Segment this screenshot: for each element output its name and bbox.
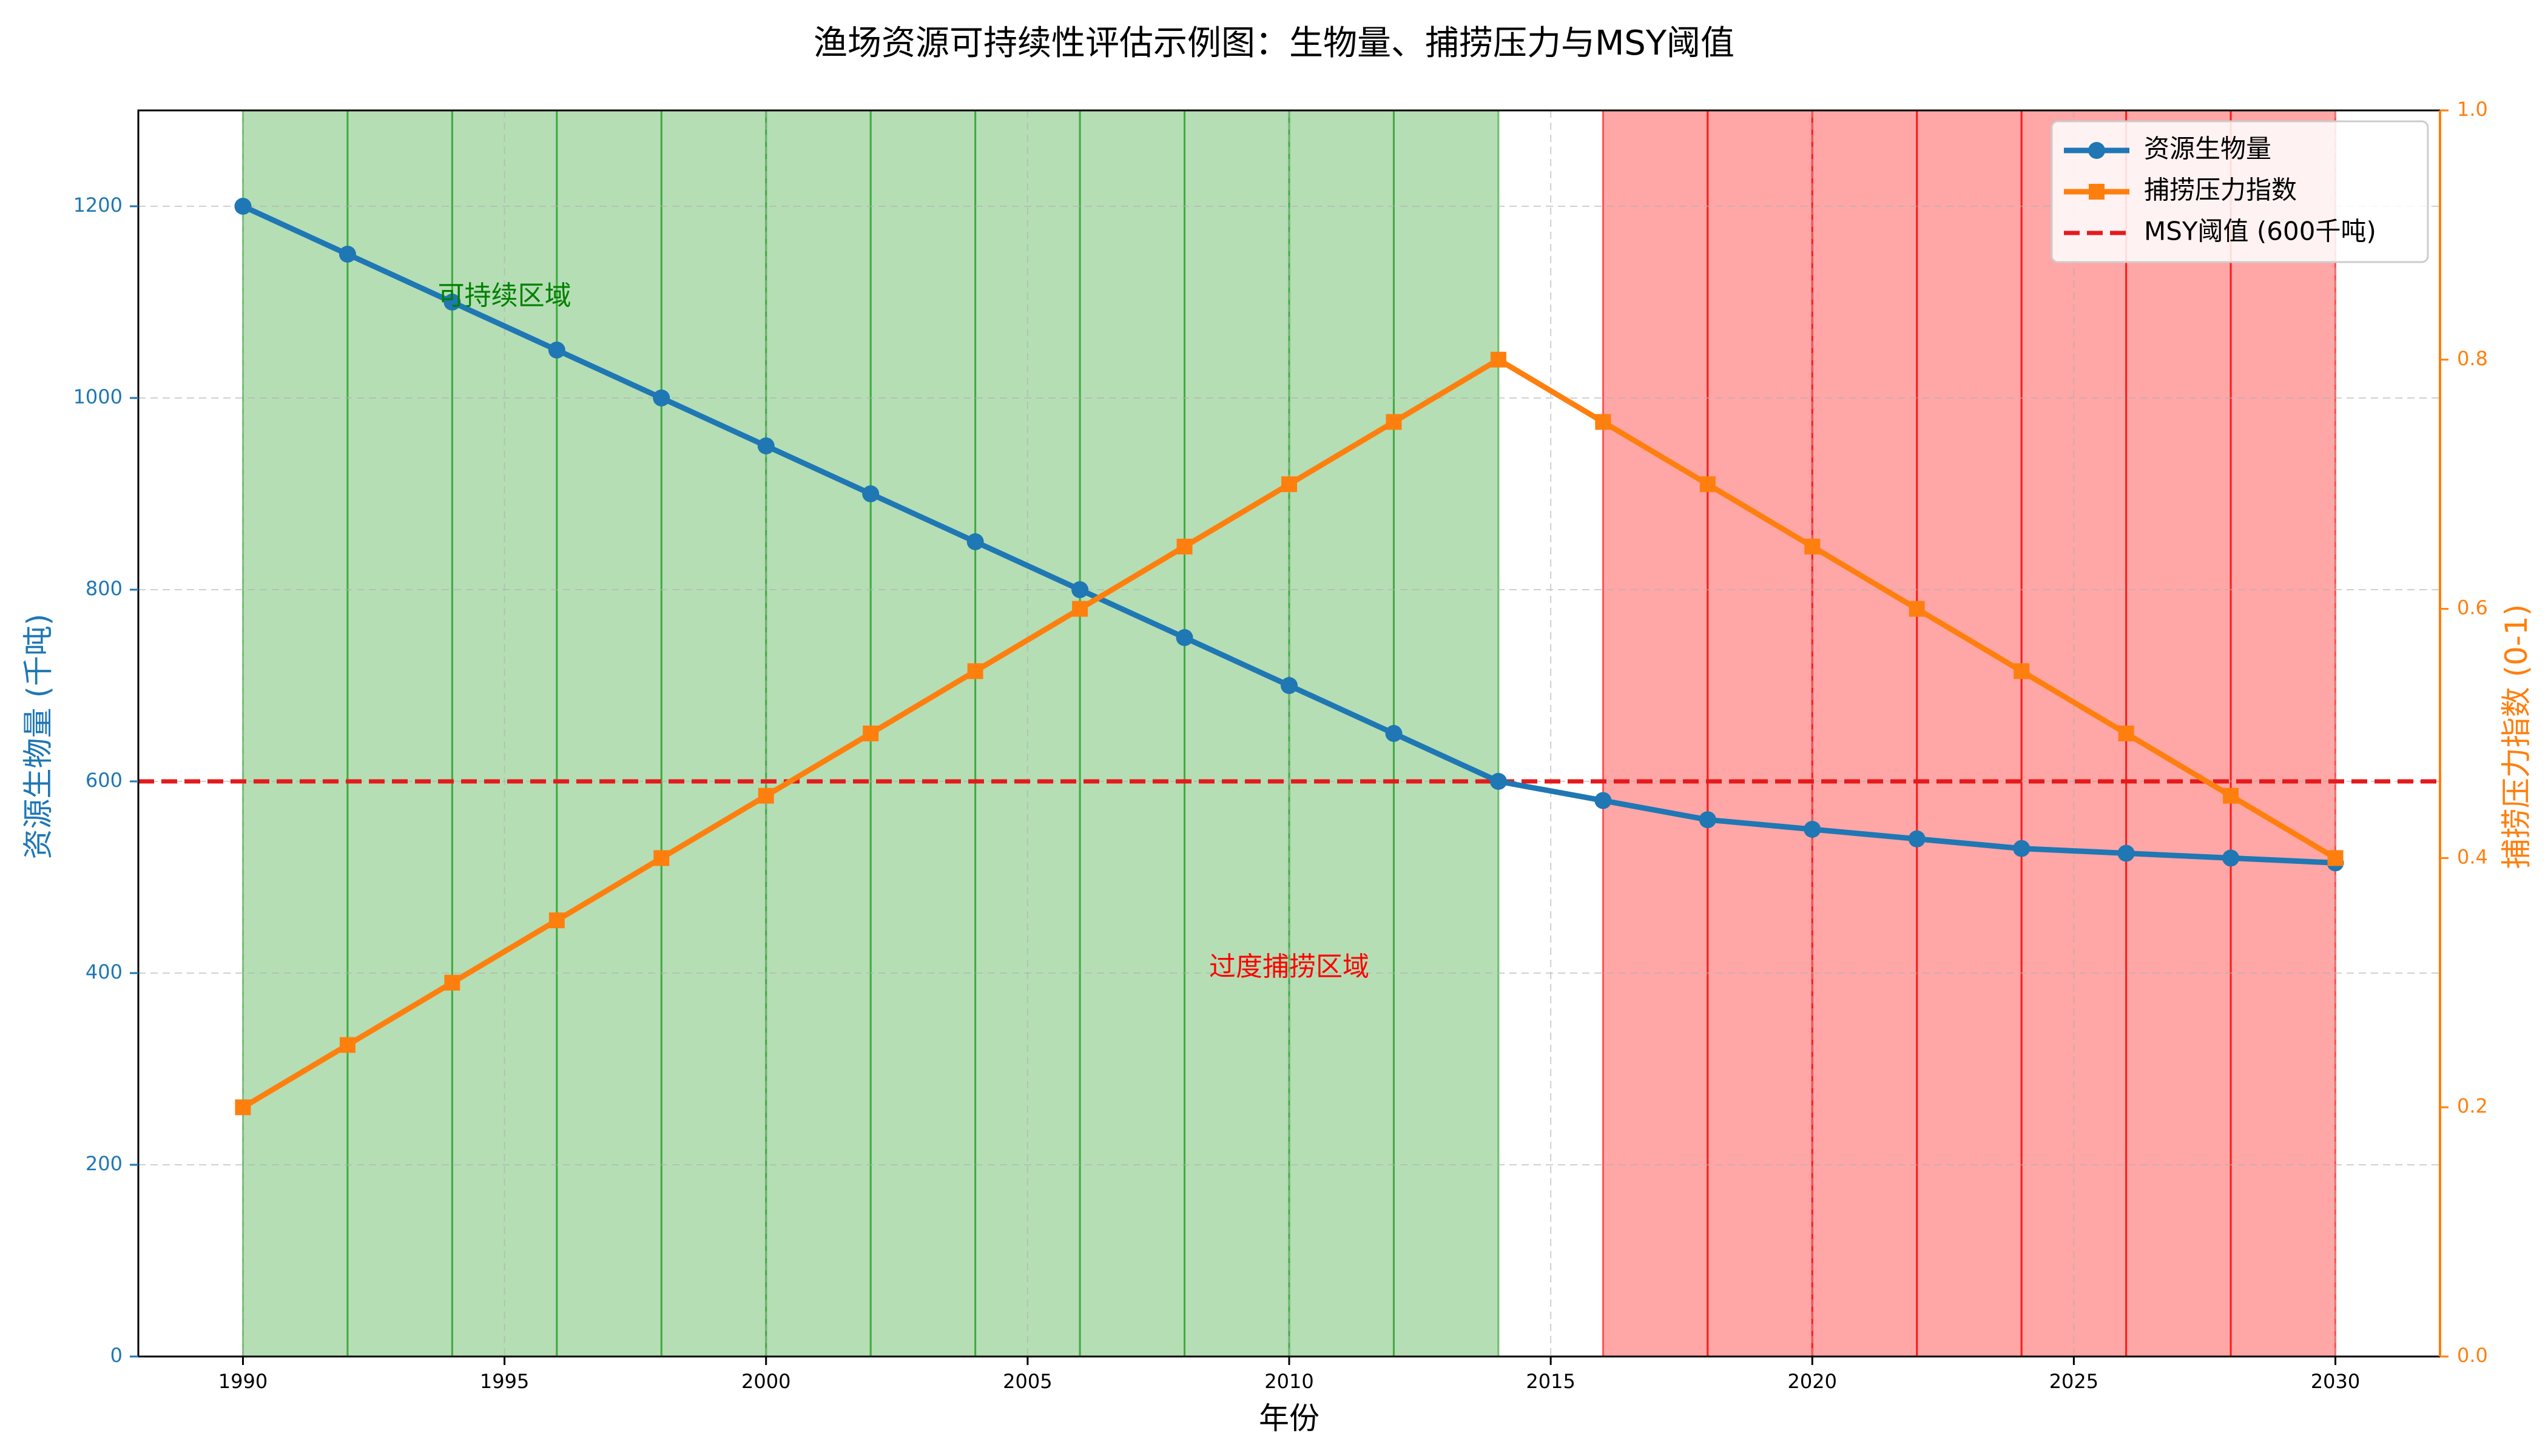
x-tick-label: 1990: [218, 1370, 268, 1393]
pressure-point: [548, 912, 565, 929]
y-tick-label-left: 0: [110, 1344, 123, 1367]
region-band: [1184, 109, 1290, 1358]
pressure-point: [1804, 538, 1821, 554]
pressure-point: [1909, 601, 1925, 617]
biomass-point: [757, 437, 775, 454]
region-band: [660, 109, 767, 1358]
biomass-point: [1176, 629, 1193, 646]
region-band: [1707, 109, 1813, 1358]
y-tick-label-left: 800: [86, 577, 123, 600]
biomass-point: [1489, 773, 1507, 790]
x-tick-label: 1995: [480, 1370, 529, 1393]
x-tick-label: 2025: [2049, 1370, 2098, 1393]
biomass-point: [1699, 811, 1716, 829]
biomass-point: [1281, 677, 1298, 694]
x-axis-label: 年份: [1259, 1401, 1320, 1436]
region-band: [1811, 109, 1918, 1358]
biomass-point: [2013, 840, 2031, 857]
region-band: [1079, 109, 1186, 1358]
biomass-point: [2117, 844, 2135, 862]
biomass-point: [234, 198, 252, 215]
pressure-point: [863, 726, 879, 741]
pressure-point: [1699, 476, 1716, 493]
pressure-point: [1072, 601, 1088, 617]
biomass-point: [2222, 849, 2240, 867]
x-tick-label: 2005: [1003, 1370, 1052, 1393]
biomass-point: [443, 294, 461, 311]
x-tick-label: 2010: [1264, 1370, 1313, 1393]
region-bands: [241, 109, 2337, 1358]
region-band: [2230, 109, 2337, 1358]
legend-entry-biomass: 资源生物量: [2144, 134, 2271, 164]
pressure-point: [2223, 787, 2239, 804]
chart-title: 渔场资源可持续性评估示例图：生物量、捕捞压力与MSY阈值: [814, 24, 1734, 63]
region-band: [869, 109, 977, 1358]
y-axis-label-left: 资源生物量 (千吨): [21, 614, 56, 860]
y-tick-label-left: 400: [86, 960, 123, 983]
biomass-point: [339, 246, 356, 263]
y-tick-label-left: 1000: [73, 385, 123, 408]
y-tick-label-left: 200: [86, 1152, 123, 1175]
biomass-point: [862, 485, 880, 502]
y-tick-label-right: 0.6: [2457, 596, 2488, 619]
pressure-point: [1490, 351, 1506, 368]
x-tick-label: 2030: [2311, 1370, 2360, 1393]
pressure-point: [1595, 414, 1611, 430]
pressure-point: [235, 1099, 251, 1116]
x-tick-label: 2000: [741, 1370, 790, 1393]
legend-swatch-marker: [2088, 142, 2105, 159]
biomass-point: [1804, 821, 1821, 838]
biomass-point: [966, 533, 984, 550]
pressure-point: [2118, 726, 2134, 741]
biomass-point: [1071, 581, 1089, 598]
x-tick-label: 2015: [1526, 1370, 1575, 1393]
pressure-point: [2014, 663, 2030, 679]
region-band: [1288, 109, 1395, 1358]
legend-entry-pressure: 捕捞压力指数: [2144, 175, 2297, 205]
y-tick-label-right: 0.4: [2457, 845, 2488, 868]
pressure-point: [967, 663, 983, 679]
biomass-point: [548, 342, 565, 359]
y-tick-label-right: 0.0: [2457, 1344, 2488, 1367]
biomass-point: [1594, 792, 1612, 809]
y-axis-label-right: 捕捞压力指数 (0-1): [2499, 604, 2534, 869]
biomass-point: [653, 389, 670, 406]
sustainable-region-label: 可持续区域: [438, 280, 571, 311]
x-tick-label: 2020: [1788, 1370, 1837, 1393]
y-tick-label-right: 1.0: [2457, 98, 2488, 121]
y-tick-label-left: 1200: [73, 194, 123, 217]
region-band: [765, 109, 872, 1358]
region-band: [556, 109, 662, 1358]
y-tick-label-left: 600: [86, 769, 123, 792]
region-band: [241, 109, 349, 1358]
y-tick-label-right: 0.8: [2457, 347, 2488, 370]
legend-swatch-marker: [2089, 184, 2105, 200]
pressure-point: [339, 1037, 356, 1053]
pressure-point: [1281, 476, 1297, 493]
pressure-point: [444, 974, 460, 991]
pressure-point: [653, 850, 670, 866]
series-lines: [234, 198, 2344, 1116]
axes: 1990 1995 2000 2005 2010 2015 2020 2025 2030 0 200…: [73, 98, 2488, 1393]
y-tick-label-right: 0.2: [2457, 1094, 2488, 1117]
pressure-point: [2327, 850, 2344, 866]
pressure-point: [1176, 538, 1193, 554]
overfishing-region-label: 过度捕捞区域: [1209, 951, 1369, 982]
pressure-point: [1386, 414, 1402, 430]
region-band: [1916, 109, 2023, 1358]
legend-box: [2051, 120, 2429, 263]
biomass-point: [1908, 830, 1926, 848]
region-band: [1602, 109, 1709, 1358]
biomass-point: [1385, 725, 1403, 742]
region-band: [1392, 109, 1500, 1358]
legend-entry-msy: MSY阈值 (600千吨): [2144, 217, 2376, 246]
region-band: [346, 109, 453, 1358]
pressure-point: [758, 787, 774, 804]
region-band: [2125, 109, 2232, 1358]
